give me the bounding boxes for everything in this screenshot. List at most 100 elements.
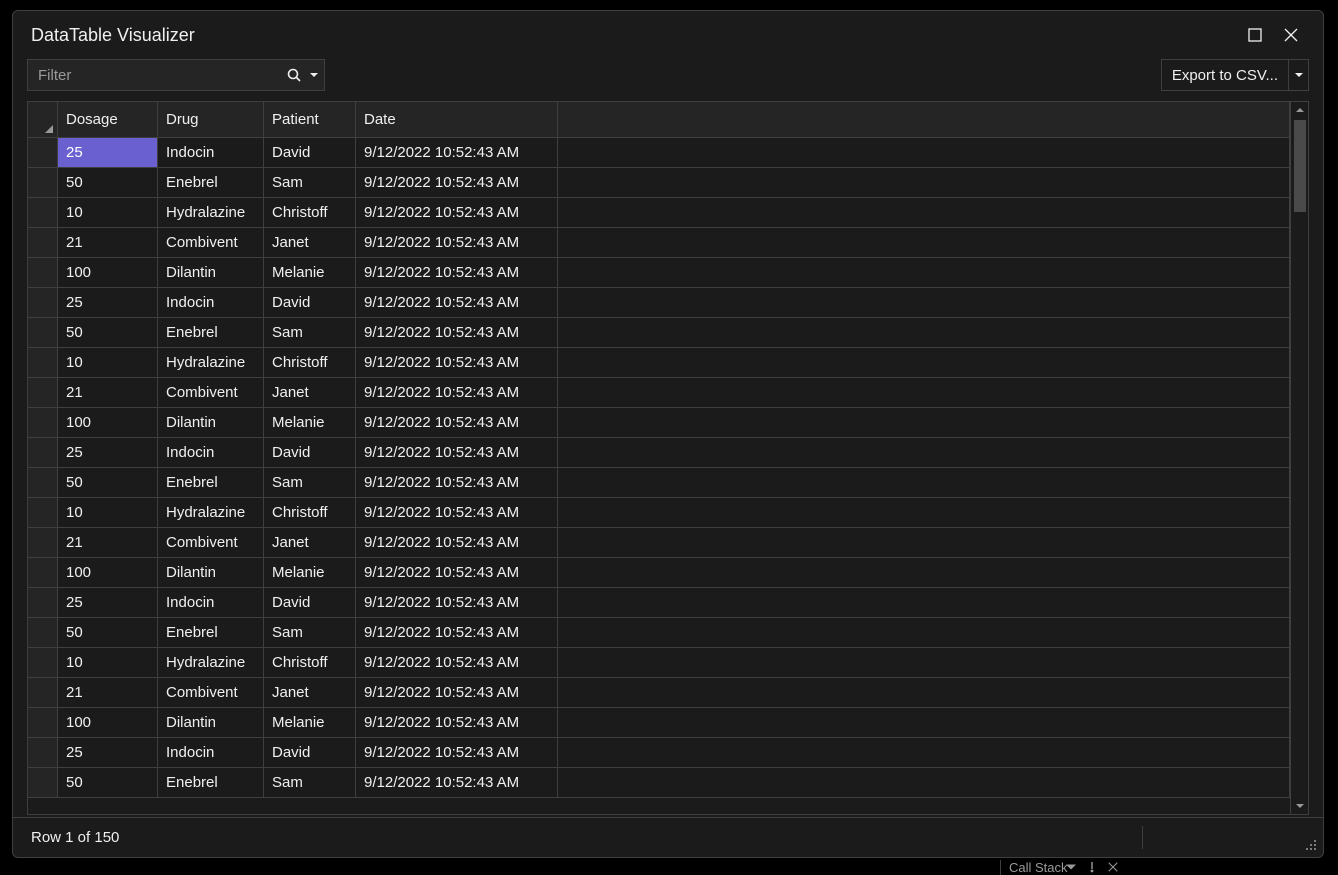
- cell-dosage[interactable]: 25: [58, 438, 158, 468]
- cell-patient[interactable]: Melanie: [264, 708, 356, 738]
- column-header-dosage[interactable]: Dosage: [58, 102, 158, 138]
- cell-date[interactable]: 9/12/2022 10:52:43 AM: [356, 288, 558, 318]
- table-row[interactable]: 25IndocinDavid9/12/2022 10:52:43 AM: [28, 288, 1290, 318]
- cell-patient[interactable]: David: [264, 288, 356, 318]
- row-header[interactable]: [28, 558, 58, 588]
- cell-patient[interactable]: Christoff: [264, 348, 356, 378]
- row-header[interactable]: [28, 198, 58, 228]
- cell-patient[interactable]: David: [264, 138, 356, 168]
- cell-dosage[interactable]: 25: [58, 738, 158, 768]
- cell-dosage[interactable]: 21: [58, 528, 158, 558]
- row-header[interactable]: [28, 288, 58, 318]
- cell-patient[interactable]: Christoff: [264, 648, 356, 678]
- table-row[interactable]: 21CombiventJanet9/12/2022 10:52:43 AM: [28, 228, 1290, 258]
- cell-dosage[interactable]: 100: [58, 708, 158, 738]
- cell-drug[interactable]: Enebrel: [158, 768, 264, 798]
- row-header[interactable]: [28, 618, 58, 648]
- column-header-drug[interactable]: Drug: [158, 102, 264, 138]
- cell-patient[interactable]: Sam: [264, 618, 356, 648]
- table-row[interactable]: 21CombiventJanet9/12/2022 10:52:43 AM: [28, 678, 1290, 708]
- cell-date[interactable]: 9/12/2022 10:52:43 AM: [356, 168, 558, 198]
- table-row[interactable]: 50EnebrelSam9/12/2022 10:52:43 AM: [28, 618, 1290, 648]
- cell-patient[interactable]: Janet: [264, 228, 356, 258]
- cell-drug[interactable]: Combivent: [158, 678, 264, 708]
- cell-date[interactable]: 9/12/2022 10:52:43 AM: [356, 708, 558, 738]
- table-row[interactable]: 10HydralazineChristoff9/12/2022 10:52:43…: [28, 348, 1290, 378]
- filter-input[interactable]: [28, 60, 280, 90]
- table-row[interactable]: 100DilantinMelanie9/12/2022 10:52:43 AM: [28, 258, 1290, 288]
- cell-drug[interactable]: Hydralazine: [158, 648, 264, 678]
- table-row[interactable]: 10HydralazineChristoff9/12/2022 10:52:43…: [28, 198, 1290, 228]
- cell-drug[interactable]: Indocin: [158, 438, 264, 468]
- cell-drug[interactable]: Indocin: [158, 738, 264, 768]
- cell-dosage[interactable]: 25: [58, 588, 158, 618]
- cell-dosage[interactable]: 50: [58, 618, 158, 648]
- search-icon[interactable]: [280, 60, 308, 90]
- cell-dosage[interactable]: 10: [58, 348, 158, 378]
- cell-date[interactable]: 9/12/2022 10:52:43 AM: [356, 588, 558, 618]
- cell-drug[interactable]: Enebrel: [158, 168, 264, 198]
- cell-date[interactable]: 9/12/2022 10:52:43 AM: [356, 768, 558, 798]
- cell-dosage[interactable]: 10: [58, 648, 158, 678]
- cell-date[interactable]: 9/12/2022 10:52:43 AM: [356, 198, 558, 228]
- row-header[interactable]: [28, 378, 58, 408]
- cell-patient[interactable]: David: [264, 438, 356, 468]
- cell-date[interactable]: 9/12/2022 10:52:43 AM: [356, 738, 558, 768]
- cell-patient[interactable]: Janet: [264, 528, 356, 558]
- row-header[interactable]: [28, 438, 58, 468]
- row-header[interactable]: [28, 708, 58, 738]
- table-row[interactable]: 25IndocinDavid9/12/2022 10:52:43 AM: [28, 138, 1290, 168]
- export-dropdown-icon[interactable]: [1288, 60, 1308, 90]
- row-header[interactable]: [28, 678, 58, 708]
- row-header[interactable]: [28, 258, 58, 288]
- cell-patient[interactable]: Sam: [264, 468, 356, 498]
- scrollbar-thumb[interactable]: [1294, 120, 1306, 212]
- close-button[interactable]: [1273, 17, 1309, 53]
- row-header[interactable]: [28, 228, 58, 258]
- row-header[interactable]: [28, 738, 58, 768]
- cell-patient[interactable]: Janet: [264, 378, 356, 408]
- cell-date[interactable]: 9/12/2022 10:52:43 AM: [356, 258, 558, 288]
- cell-drug[interactable]: Enebrel: [158, 618, 264, 648]
- row-header[interactable]: [28, 348, 58, 378]
- cell-dosage[interactable]: 10: [58, 498, 158, 528]
- row-header[interactable]: [28, 468, 58, 498]
- cell-drug[interactable]: Combivent: [158, 378, 264, 408]
- cell-date[interactable]: 9/12/2022 10:52:43 AM: [356, 528, 558, 558]
- cell-patient[interactable]: Melanie: [264, 258, 356, 288]
- row-header[interactable]: [28, 318, 58, 348]
- cell-dosage[interactable]: 100: [58, 258, 158, 288]
- row-header[interactable]: [28, 528, 58, 558]
- cell-date[interactable]: 9/12/2022 10:52:43 AM: [356, 618, 558, 648]
- cell-dosage[interactable]: 21: [58, 228, 158, 258]
- cell-drug[interactable]: Indocin: [158, 138, 264, 168]
- row-header[interactable]: [28, 408, 58, 438]
- cell-dosage[interactable]: 21: [58, 678, 158, 708]
- cell-patient[interactable]: Melanie: [264, 408, 356, 438]
- table-row[interactable]: 25IndocinDavid9/12/2022 10:52:43 AM: [28, 588, 1290, 618]
- cell-dosage[interactable]: 21: [58, 378, 158, 408]
- cell-date[interactable]: 9/12/2022 10:52:43 AM: [356, 408, 558, 438]
- export-csv-button[interactable]: Export to CSV...: [1161, 59, 1309, 91]
- row-header[interactable]: [28, 588, 58, 618]
- table-row[interactable]: 25IndocinDavid9/12/2022 10:52:43 AM: [28, 738, 1290, 768]
- table-row[interactable]: 50EnebrelSam9/12/2022 10:52:43 AM: [28, 168, 1290, 198]
- table-row[interactable]: 10HydralazineChristoff9/12/2022 10:52:43…: [28, 648, 1290, 678]
- cell-patient[interactable]: Christoff: [264, 498, 356, 528]
- table-row[interactable]: 21CombiventJanet9/12/2022 10:52:43 AM: [28, 378, 1290, 408]
- cell-patient[interactable]: Sam: [264, 168, 356, 198]
- cell-date[interactable]: 9/12/2022 10:52:43 AM: [356, 378, 558, 408]
- cell-drug[interactable]: Dilantin: [158, 708, 264, 738]
- row-header[interactable]: [28, 768, 58, 798]
- cell-date[interactable]: 9/12/2022 10:52:43 AM: [356, 468, 558, 498]
- cell-drug[interactable]: Indocin: [158, 588, 264, 618]
- filter-dropdown-icon[interactable]: [308, 60, 324, 90]
- scroll-down-icon[interactable]: [1291, 798, 1308, 814]
- cell-patient[interactable]: David: [264, 588, 356, 618]
- cell-drug[interactable]: Combivent: [158, 228, 264, 258]
- cell-drug[interactable]: Enebrel: [158, 468, 264, 498]
- table-row[interactable]: 100DilantinMelanie9/12/2022 10:52:43 AM: [28, 558, 1290, 588]
- table-row[interactable]: 100DilantinMelanie9/12/2022 10:52:43 AM: [28, 708, 1290, 738]
- cell-drug[interactable]: Indocin: [158, 288, 264, 318]
- table-row[interactable]: 50EnebrelSam9/12/2022 10:52:43 AM: [28, 768, 1290, 798]
